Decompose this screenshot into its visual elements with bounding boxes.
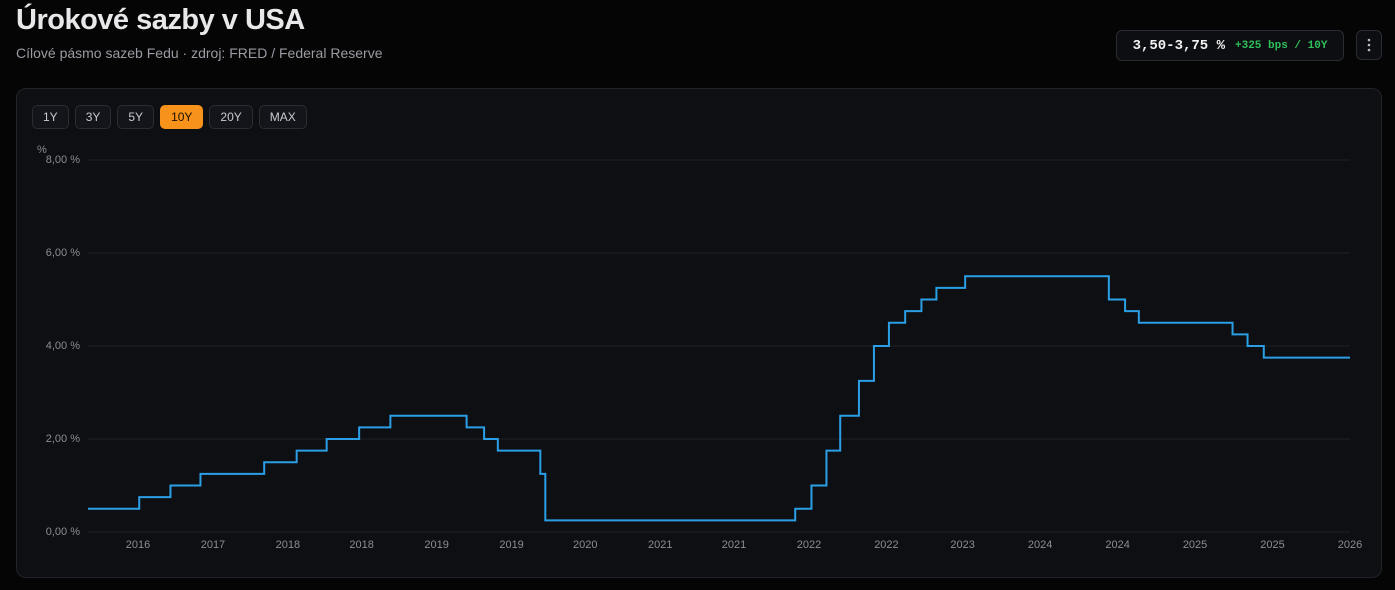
badge-change: +325 bps / 10Y [1235,39,1328,52]
x-tick-label: 2019 [424,539,448,551]
y-tick-label: 8,00 % [46,154,80,166]
y-tick-label: 4,00 % [46,340,80,352]
x-tick-label: 2023 [950,539,974,551]
rate-line [88,275,1350,522]
x-tick-label: 2021 [722,539,746,551]
y-tick-label: 0,00 % [46,526,80,538]
x-tick-label: 2025 [1260,539,1284,551]
badge-value: 3,50-3,75 % [1132,37,1225,54]
x-tick-label: 2025 [1183,539,1207,551]
x-tick-label: 2022 [874,539,898,551]
menu-button[interactable] [1356,30,1382,60]
range-button[interactable]: MAX [258,105,307,129]
page-subtitle: Cílové pásmo sazeb Fedu · zdroj: FRED / … [16,45,383,61]
x-tick-label: 2026 [1338,539,1362,551]
x-tick-label: 2017 [201,539,225,551]
menu-icon [1367,38,1371,52]
x-tick-label: 2024 [1105,539,1129,551]
x-tick-label: 2020 [573,539,597,551]
y-unit: % [37,144,47,156]
rate-badge: 3,50-3,75 % +325 bps / 10Y [1116,30,1344,61]
x-tick-label: 2021 [648,539,672,551]
x-tick-label: 2018 [349,539,373,551]
range-button[interactable]: 20Y [209,105,253,129]
range-button[interactable]: 5Y [117,105,155,129]
x-tick-label: 2022 [797,539,821,551]
x-tick-label: 2016 [126,539,150,551]
x-tick-label: 2018 [276,539,300,551]
page-title: Úrokové sazby v USA [16,4,305,36]
range-button[interactable]: 3Y [74,105,112,129]
y-tick-label: 6,00 % [46,247,80,259]
x-tick-label: 2019 [499,539,523,551]
x-tick-label: 2024 [1028,539,1052,551]
range-button[interactable]: 1Y [32,105,69,129]
chart-panel [16,88,1382,578]
range-buttons: 1Y 3Y 5Y 10Y 20Y MAX [32,105,307,129]
y-tick-label: 2,00 % [46,433,80,445]
range-button[interactable]: 10Y [160,105,204,129]
